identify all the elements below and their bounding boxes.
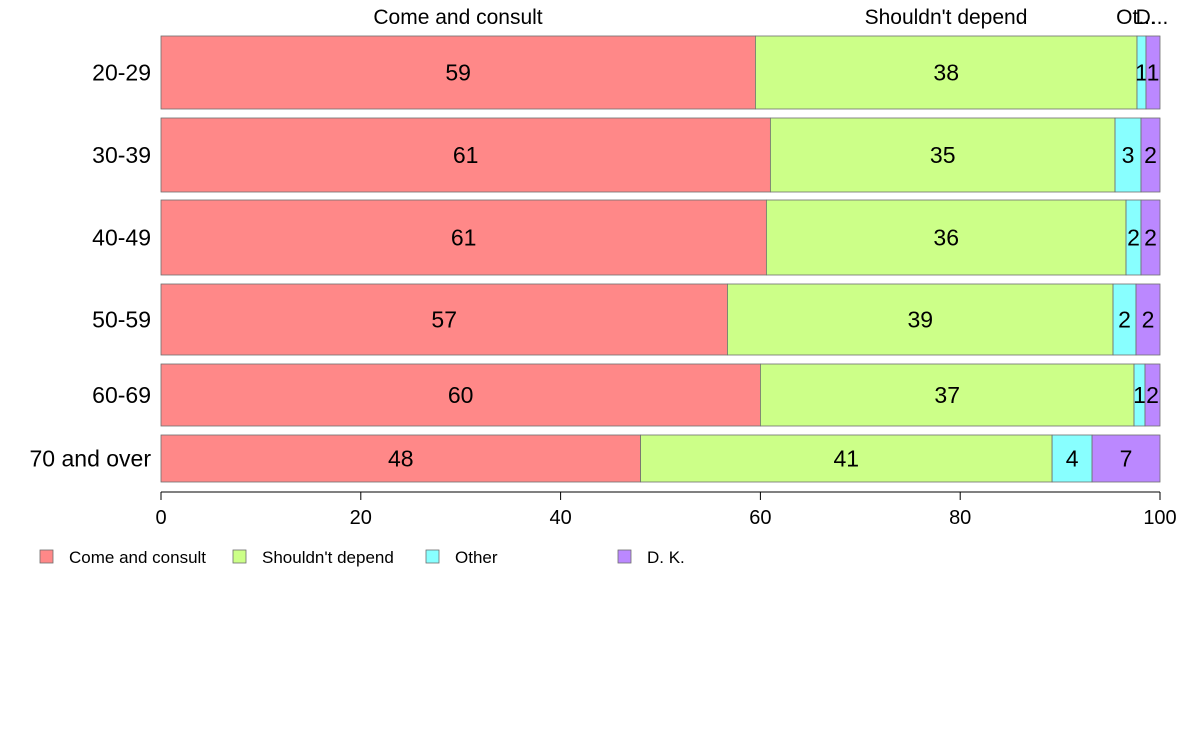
x-tick-label: 100	[1143, 507, 1176, 529]
legend-label: Shouldn't depend	[262, 548, 394, 567]
data-label: 57	[431, 307, 457, 333]
data-label: 7	[1120, 446, 1133, 472]
column-heading: Come and consult	[373, 6, 542, 29]
data-label: 2	[1127, 225, 1140, 251]
data-label: 37	[934, 382, 960, 408]
category-label: 70 and over	[30, 446, 152, 472]
data-label: 61	[451, 225, 477, 251]
legend-swatch	[232, 549, 247, 564]
x-tick-label: 0	[155, 507, 166, 529]
bar-segment	[1144, 363, 1161, 427]
data-label: 1	[1133, 382, 1146, 408]
bar-segment	[640, 434, 1053, 483]
column-heading: Shouldn't depend	[865, 6, 1028, 29]
x-tick-label: 20	[350, 507, 372, 529]
data-label: 35	[930, 142, 956, 168]
legend-swatch	[617, 549, 632, 564]
data-label: 2	[1144, 142, 1157, 168]
legend-swatch	[425, 549, 440, 564]
legend-label: Come and consult	[69, 548, 206, 567]
data-label: 61	[453, 142, 479, 168]
column-heading: D...	[1136, 6, 1169, 29]
data-label: 59	[445, 60, 471, 86]
bar-segment	[160, 283, 728, 356]
data-label: 1	[1135, 60, 1148, 86]
bar-segment	[160, 434, 641, 483]
legend-label: D. K.	[647, 548, 685, 567]
data-label: 60	[448, 382, 474, 408]
bar-segment	[765, 199, 1127, 276]
legend-label: Other	[455, 548, 498, 567]
category-label: 40-49	[92, 225, 151, 251]
category-label: 30-39	[92, 142, 151, 168]
bar-segment	[755, 35, 1138, 110]
data-label: 2	[1144, 225, 1157, 251]
data-label: 4	[1066, 446, 1079, 472]
bar-segment	[1140, 199, 1161, 276]
data-label: 2	[1146, 382, 1159, 408]
bar-segment	[160, 117, 771, 193]
category-label: 20-29	[92, 60, 151, 86]
data-label: 3	[1122, 142, 1135, 168]
bar-segment	[1135, 283, 1161, 356]
data-label: 39	[907, 307, 933, 333]
legend-swatch	[39, 549, 54, 564]
bar-segment	[1091, 434, 1161, 483]
bar-segment	[160, 199, 767, 276]
data-label: 2	[1142, 307, 1155, 333]
column-heading: Ot...	[1116, 6, 1156, 29]
category-label: 60-69	[92, 382, 151, 408]
data-label: 1	[1147, 60, 1160, 86]
x-tick-label: 60	[749, 507, 771, 529]
category-label: 50-59	[92, 307, 151, 333]
data-label: 48	[388, 446, 414, 472]
bar-segment	[760, 363, 1135, 427]
x-tick-label: 40	[549, 507, 571, 529]
data-label: 41	[834, 446, 860, 472]
bar-segment	[1145, 35, 1161, 110]
bar-segment	[727, 283, 1114, 356]
data-label: 38	[933, 60, 959, 86]
data-label: 36	[933, 225, 959, 251]
bar-segment	[1140, 117, 1161, 193]
data-label: 2	[1118, 307, 1131, 333]
x-tick-label: 80	[949, 507, 971, 529]
bar-segment	[160, 363, 761, 427]
